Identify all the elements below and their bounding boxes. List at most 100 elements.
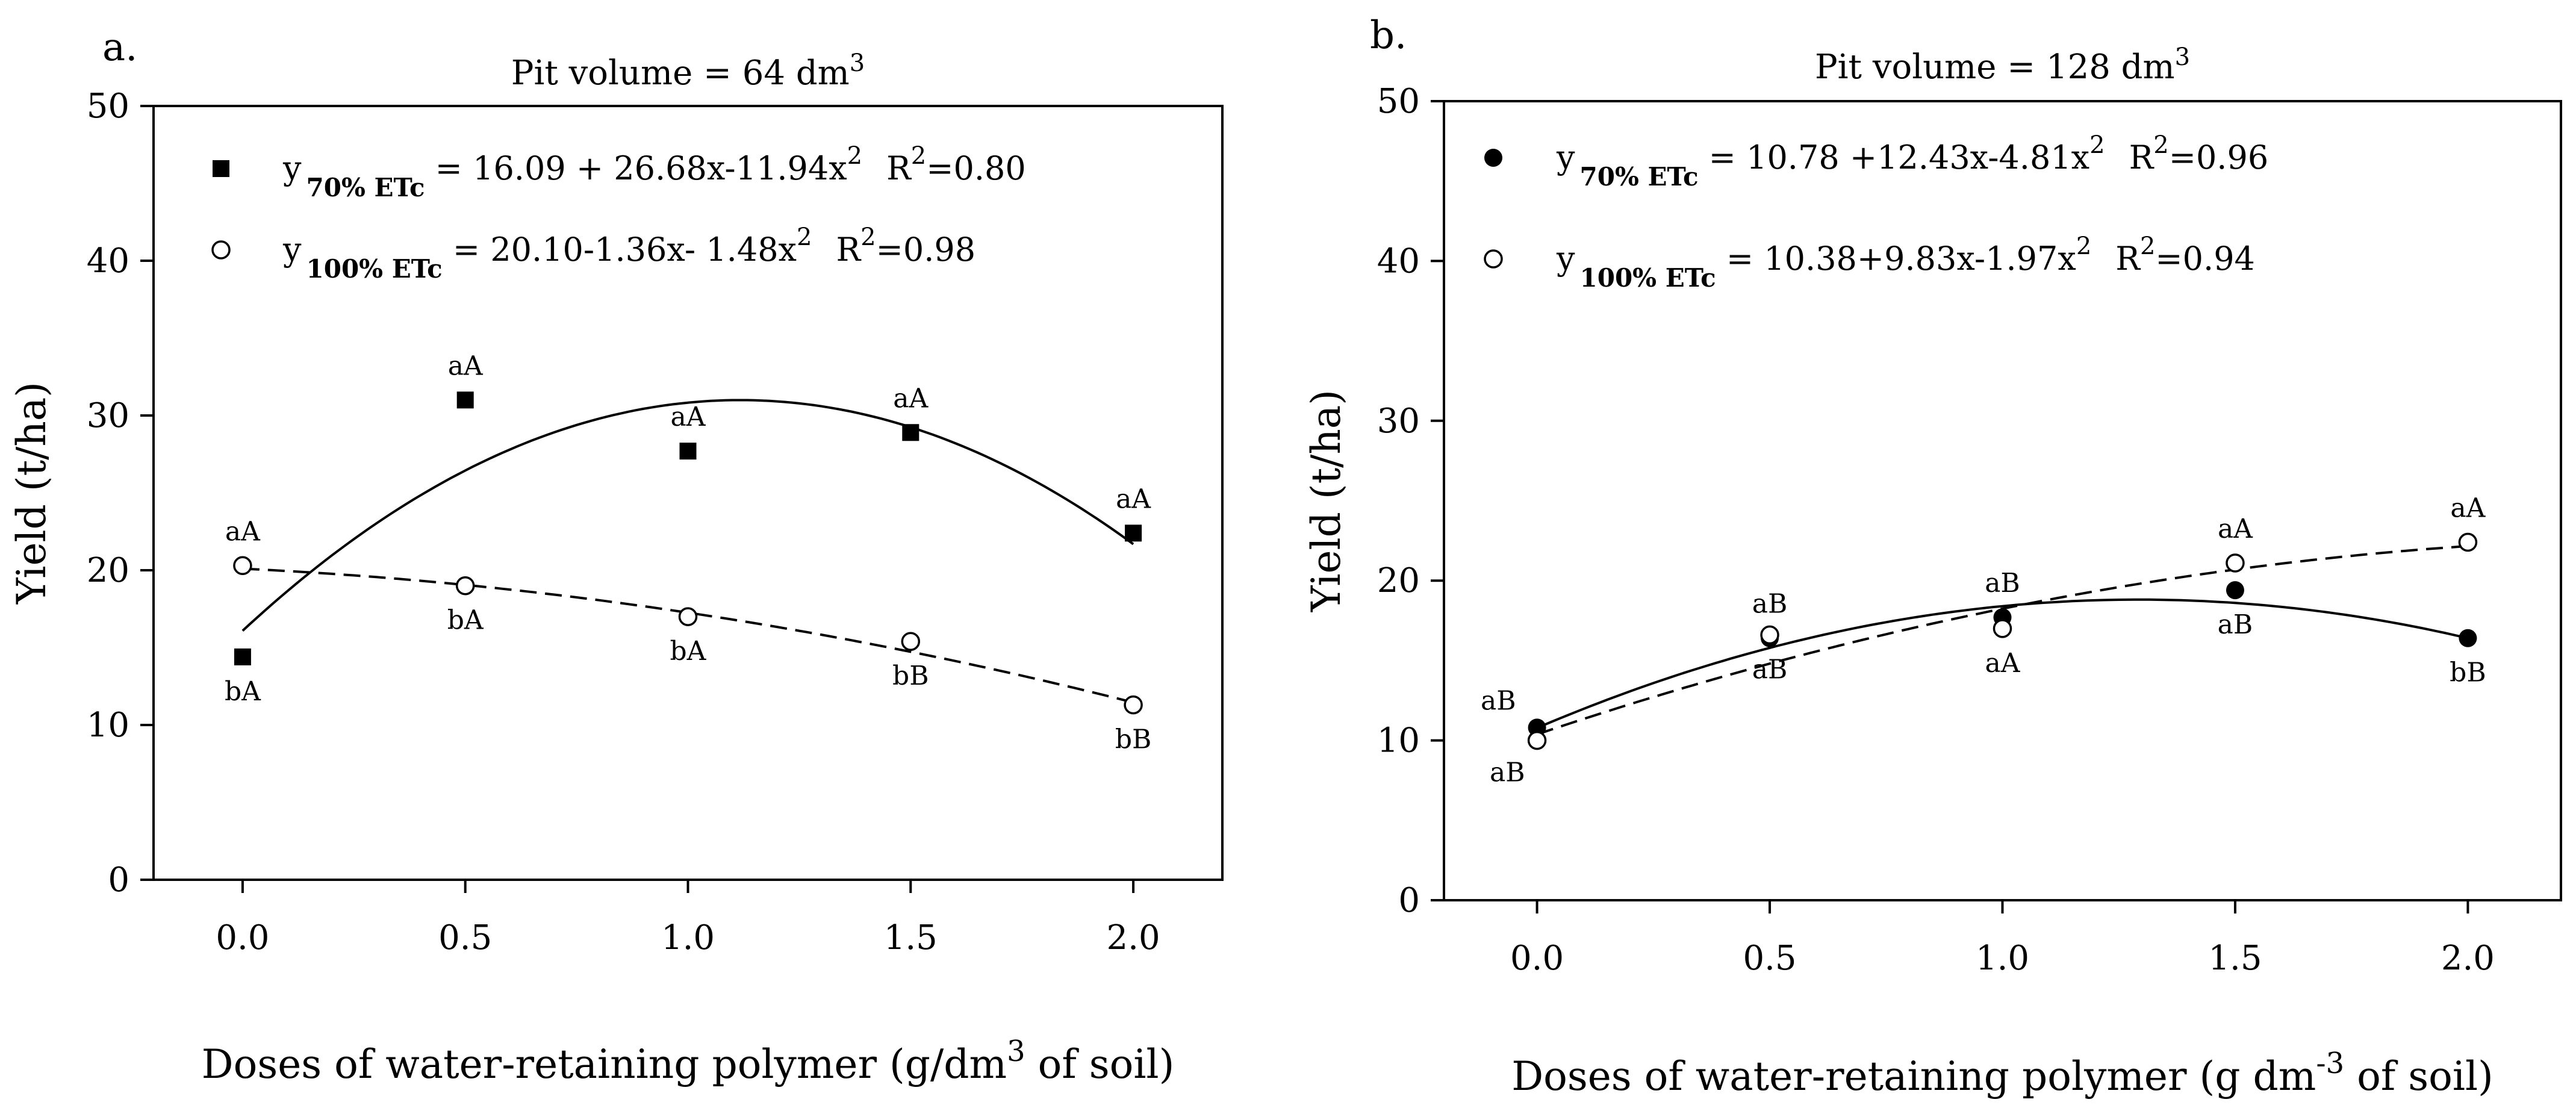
x-tick-label: 0.0 [1510, 939, 1564, 978]
legend-subscript: 70% ETc [306, 173, 425, 202]
x-tick-label: 1.0 [661, 918, 715, 957]
legend-equation-100-etc: y100% ETc = 10.38+9.83x-1.97x2 R2=0.94 [1556, 232, 2255, 293]
y-tick-label: 30 [87, 396, 129, 435]
x-axis-label-text: Doses of water-retaining polymer (g/dm [202, 1041, 1007, 1088]
x-axis-label: Doses of water-retaining polymer (g/dm3 … [202, 1035, 1175, 1088]
panel-label: a. [102, 25, 138, 70]
data-point-100-etc [2458, 532, 2478, 552]
significance-label: aA [448, 350, 484, 381]
x-tick-label: 2.0 [2441, 939, 2495, 978]
x-axis-label: Doses of water-retaining polymer (g dm-3… [1511, 1047, 2494, 1100]
x-axis-label-suffix: of soil) [1025, 1041, 1175, 1088]
plot-frame [1443, 100, 2562, 901]
legend-equation-text: = 10.78 +12.43x-4.81x [1699, 138, 2090, 176]
data-point-70-etc [679, 443, 697, 460]
significance-label: aA [1985, 648, 2020, 679]
significance-label: aA [2450, 493, 2486, 524]
x-tick-label: 0.5 [1743, 939, 1797, 978]
legend-equation-sup: 2 [847, 142, 862, 170]
legend-r2-label: R [886, 149, 912, 187]
y-tick-label: 20 [87, 551, 129, 590]
legend-r2-value: =0.98 [876, 231, 975, 269]
legend-r2-label: R [2115, 240, 2141, 278]
x-tick-label: 1.5 [2208, 939, 2262, 978]
y-tick-label: 0 [108, 860, 129, 900]
data-point-70-etc [2459, 629, 2477, 647]
legend-y: y [282, 231, 302, 269]
significance-label: aB [1490, 758, 1525, 788]
data-point-100-etc [1527, 730, 1547, 750]
x-tick-label: 1.5 [884, 918, 938, 957]
legend-equation-70-etc: y70% ETc = 16.09 + 26.68x-11.94x2 R2=0.80 [282, 142, 1026, 202]
legend-marker-100-etc [1484, 249, 1503, 269]
data-point-100-etc [901, 632, 921, 651]
y-axis-label: Yield (t/ha) [8, 382, 55, 605]
legend-equation-text: = 20.10-1.36x- 1.48x [443, 231, 797, 269]
data-point-70-etc [1125, 524, 1142, 542]
chart-title-text: Pit volume = 64 dm [511, 54, 850, 93]
x-tick-label: 2.0 [1107, 918, 1160, 957]
significance-label: bA [670, 636, 707, 667]
legend-subscript: 70% ETc [1580, 162, 1699, 191]
chart-title: Pit volume = 128 dm3 [1815, 43, 2190, 87]
x-axis-label-text: Doses of water-retaining polymer (g dm [1511, 1053, 2316, 1100]
significance-label: bB [892, 661, 929, 691]
legend-marker-100-etc [211, 240, 231, 260]
significance-label: aA [225, 516, 261, 547]
legend-equation-text: = 10.38+9.83x-1.97x [1716, 240, 2076, 278]
legend-r2-sup: 2 [2140, 232, 2155, 260]
panel-label: b. [1370, 13, 1407, 58]
x-axis-label-sup: 3 [1007, 1035, 1025, 1068]
legend-equation-100-etc: y100% ETc = 20.10-1.36x- 1.48x2 R2=0.98 [282, 223, 975, 284]
y-tick-label: 10 [1377, 721, 1420, 761]
y-tick-label: 40 [1377, 241, 1420, 281]
significance-label: aA [893, 383, 929, 414]
legend-y: y [282, 149, 302, 187]
y-tick-label: 20 [1377, 561, 1420, 600]
chart-title: Pit volume = 64 dm3 [511, 49, 865, 93]
legend-equation-sup: 2 [2089, 131, 2105, 159]
x-axis-label-suffix: of soil) [2344, 1053, 2494, 1100]
legend-r2-label: R [836, 231, 861, 269]
legend-equation-sup: 2 [2076, 232, 2091, 260]
legend-r2-value: =0.94 [2155, 240, 2254, 278]
fit-line-70-etc [241, 399, 1134, 632]
chart-title-sup: 3 [850, 49, 865, 77]
x-axis-label-sup: -3 [2316, 1047, 2344, 1080]
legend-r2-sup: 2 [911, 142, 926, 170]
data-point-100-etc [1124, 695, 1143, 715]
y-tick-label: 50 [87, 87, 129, 126]
fit-line-100-etc [242, 567, 1134, 704]
y-tick-label: 0 [1398, 881, 1420, 920]
legend-equation-text: = 16.09 + 26.68x-11.94x [425, 149, 847, 187]
legend-y: y [1556, 138, 1575, 176]
legend-marker-70-etc [213, 160, 229, 177]
legend-r2-sup: 2 [2153, 131, 2168, 159]
significance-label: aB [1985, 568, 2020, 599]
y-tick-label: 30 [1377, 402, 1420, 441]
legend-equation-70-etc: y70% ETc = 10.78 +12.43x-4.81x2 R2=0.96 [1556, 131, 2268, 191]
y-tick-label: 40 [87, 241, 129, 281]
legend-r2-value: =0.96 [2169, 138, 2268, 176]
significance-label: aA [1116, 484, 1151, 514]
data-point-100-etc [455, 576, 475, 596]
legend-r2-value: =0.80 [926, 149, 1025, 187]
data-point-100-etc [678, 607, 698, 626]
x-tick-label: 0.0 [216, 918, 269, 957]
significance-label: aA [670, 402, 706, 432]
x-tick-label: 0.5 [438, 918, 492, 957]
significance-label: aB [1752, 654, 1788, 685]
significance-label: bB [2450, 658, 2486, 688]
y-tick-label: 10 [87, 706, 129, 745]
chart-title-sup: 3 [2175, 43, 2190, 71]
data-point-70-etc [234, 648, 251, 665]
data-point-70-etc [2226, 581, 2244, 600]
legend-equation-sup: 2 [797, 223, 812, 251]
significance-label: bB [1115, 724, 1152, 755]
legend-r2-label: R [2129, 138, 2154, 176]
legend-subscript: 100% ETc [1580, 263, 1716, 293]
significance-label: aB [1481, 685, 1516, 716]
data-point-70-etc [902, 424, 919, 441]
legend-y: y [1556, 240, 1575, 278]
legend-subscript: 100% ETc [306, 254, 443, 284]
